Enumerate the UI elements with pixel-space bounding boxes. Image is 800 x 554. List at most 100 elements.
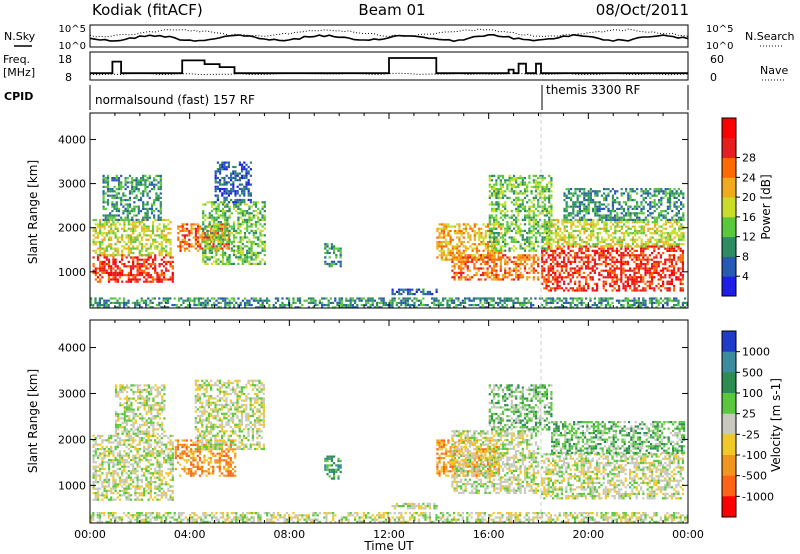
- data-cell: [148, 196, 151, 199]
- data-cell: [548, 174, 551, 177]
- data-cell: [563, 260, 566, 263]
- data-cell: [673, 236, 676, 239]
- data-cell: [114, 218, 117, 222]
- data-cell: [495, 265, 498, 268]
- data-cell: [422, 293, 425, 296]
- data-cell: [436, 243, 439, 246]
- data-cell: [197, 225, 200, 228]
- data-cell: [160, 234, 163, 237]
- data-cell: [455, 271, 458, 274]
- data-cell: [204, 243, 207, 246]
- data-cell: [179, 249, 182, 252]
- data-cell: [634, 221, 637, 224]
- data-cell: [682, 212, 685, 215]
- data-cell: [675, 218, 678, 221]
- data-cell: [208, 214, 211, 217]
- data-cell: [138, 249, 141, 252]
- data-cell: [495, 179, 498, 182]
- data-cell: [499, 258, 502, 261]
- data-cell: [581, 218, 584, 221]
- data-cell: [224, 306, 227, 309]
- data-cell: [252, 201, 255, 204]
- data-cell: [243, 218, 247, 221]
- data-cell: [666, 289, 669, 292]
- data-cell: [237, 221, 240, 224]
- data-cell: [501, 174, 505, 177]
- data-cell: [263, 299, 266, 302]
- data-cell: [512, 199, 516, 202]
- data-cell: [96, 301, 99, 304]
- data-cell: [627, 196, 630, 199]
- data-cell: [611, 289, 614, 292]
- data-cell: [115, 177, 118, 180]
- data-cell: [497, 232, 500, 235]
- data-cell: [116, 265, 119, 268]
- data-cell: [626, 254, 629, 257]
- data-cell: [539, 205, 542, 208]
- data-cell: [111, 214, 114, 217]
- data-cell: [669, 188, 672, 191]
- data-cell: [585, 256, 588, 259]
- data-cell: [616, 243, 619, 246]
- data-cell: [543, 225, 546, 228]
- data-cell: [570, 236, 573, 239]
- data-cell: [640, 232, 643, 235]
- data-cell: [466, 269, 469, 272]
- data-cell: [585, 218, 588, 221]
- data-cell: [224, 236, 227, 239]
- data-cell: [616, 225, 619, 228]
- data-cell: [537, 245, 540, 248]
- data-cell: [206, 245, 209, 248]
- data-cell: [142, 207, 145, 210]
- data-cell: [201, 234, 204, 237]
- data-cell: [447, 251, 450, 255]
- data-cell: [493, 225, 496, 228]
- data-cell: [225, 247, 228, 250]
- data-cell: [658, 192, 661, 195]
- data-cell: [622, 256, 625, 259]
- data-cell: [585, 289, 588, 292]
- data-cell: [634, 240, 637, 244]
- data-cell: [246, 240, 249, 243]
- data-cell: [653, 210, 656, 213]
- data-cell: [495, 203, 498, 206]
- freq-panel: Freq. [MHz] 18 8 60 0 Nave: [3, 51, 788, 84]
- data-cell: [182, 301, 185, 304]
- data-cell: [103, 236, 106, 239]
- data-cell: [493, 256, 496, 259]
- data-cell: [486, 269, 489, 272]
- data-cell: [144, 190, 147, 193]
- data-cell: [636, 203, 639, 206]
- data-cell: [578, 201, 581, 204]
- data-cell: [644, 267, 647, 270]
- data-cell: [495, 232, 498, 235]
- data-cell: [250, 205, 253, 208]
- data-cell: [545, 188, 549, 191]
- data-cell: [110, 269, 113, 272]
- data-cell: [552, 282, 555, 285]
- data-cell: [642, 232, 645, 235]
- data-cell: [510, 188, 513, 191]
- data-cell: [655, 207, 658, 210]
- data-cell: [151, 238, 155, 241]
- data-cell: [543, 223, 546, 226]
- data-cell: [604, 289, 607, 292]
- data-cell: [466, 260, 469, 263]
- data-cell: [649, 240, 652, 244]
- data-cell: [526, 183, 529, 186]
- data-cell: [627, 227, 630, 230]
- data-cell: [468, 260, 472, 263]
- data-cell: [389, 299, 392, 302]
- data-cell: [259, 306, 262, 309]
- data-cell: [468, 276, 472, 279]
- data-cell: [272, 304, 275, 307]
- data-cell: [292, 297, 295, 300]
- data-cell: [651, 221, 654, 224]
- data-cell: [221, 168, 224, 171]
- data-cell: [554, 245, 557, 248]
- data-cell: [169, 256, 172, 259]
- data-cell: [228, 234, 231, 237]
- data-cell: [557, 238, 560, 241]
- data-cell: [243, 161, 246, 164]
- data-cell: [127, 236, 130, 239]
